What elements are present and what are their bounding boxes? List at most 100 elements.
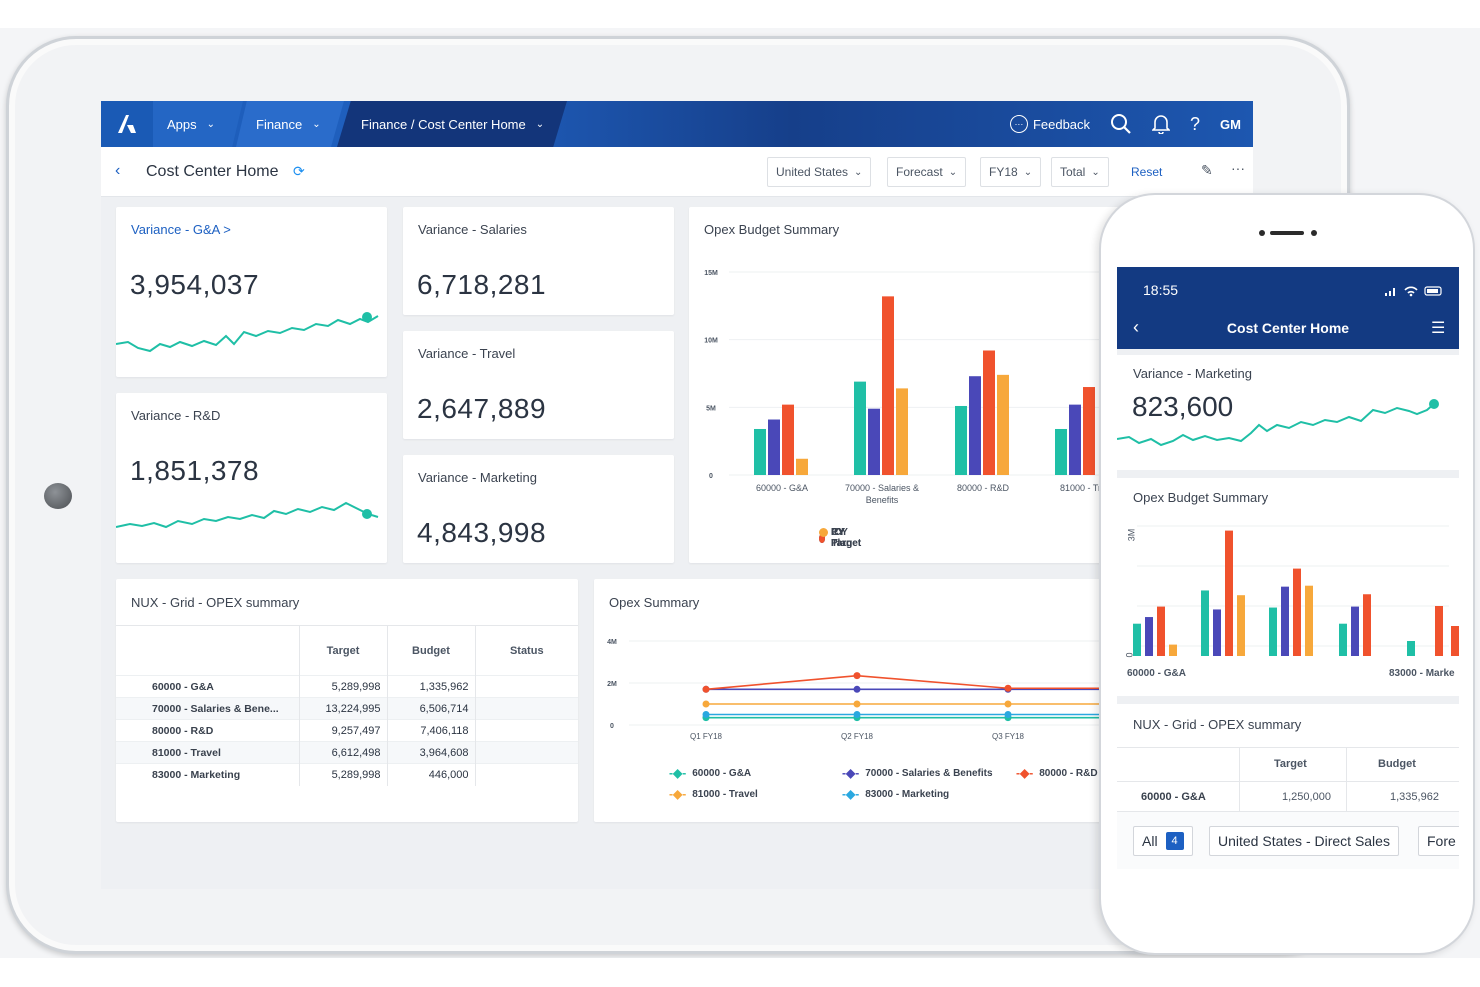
bar (1145, 617, 1153, 656)
legend-item[interactable]: -◆- 60000 - G&A (669, 766, 751, 780)
user-avatar[interactable]: GM (1220, 117, 1241, 132)
grid-header-target[interactable]: Target (1274, 758, 1307, 770)
filter-total-label: Total (1060, 165, 1086, 179)
filter-chip-bar: All 4 United States - Direct Sales Fore (1117, 811, 1459, 869)
status-icons (1385, 286, 1442, 297)
x-tick-label: Q3 FY18 (992, 732, 1025, 741)
bar (882, 296, 894, 475)
y-tick-label: 4M (607, 639, 617, 646)
legend-item[interactable]: -◆- 83000 - Marketing (842, 787, 949, 801)
filter-total[interactable]: Total ⌄ (1051, 157, 1109, 187)
opex-grid-table: Target Budget Status 60000 - G&A 5,289,99… (116, 625, 578, 786)
help-label: ? (1190, 113, 1201, 134)
legend-label: CY Target (831, 527, 862, 549)
legend-item[interactable]: -◆- 70000 - Salaries & Benefits (842, 766, 993, 780)
legend-item[interactable]: CY (819, 527, 848, 538)
data-point (853, 672, 861, 680)
filter-country[interactable]: United States ⌄ (767, 157, 872, 187)
y-tick-label: 2M (607, 681, 617, 688)
hamburger-menu-icon[interactable]: ☰ (1431, 320, 1446, 337)
tablet-screen: Apps ⌄ Finance ⌄ Finance / Cost Center Hom… (101, 101, 1253, 889)
chip-all[interactable]: All 4 (1133, 826, 1193, 856)
feedback-button[interactable]: ··· Feedback (1009, 115, 1090, 133)
table-row[interactable]: 80000 - R&D 9,257,497 7,406,118 (116, 719, 578, 742)
app-logo-icon[interactable] (101, 101, 153, 147)
bar (1201, 590, 1209, 656)
kpi-value: 4,843,998 (417, 517, 547, 548)
grid-header-budget[interactable]: Budget (1378, 758, 1416, 770)
grid-header-target[interactable]: Target (299, 625, 388, 676)
bar (1351, 606, 1359, 656)
legend-item[interactable]: -◆- 81000 - Travel (669, 787, 758, 801)
x-tick-label: 60000 - G&A (1127, 668, 1186, 679)
bar (1435, 606, 1443, 656)
grid-header-status[interactable]: Status (475, 625, 578, 676)
count-badge: 4 (1165, 832, 1184, 850)
phone-kpi-card[interactable]: Variance - Marketing 823,600 (1117, 355, 1459, 470)
kpi-card-rd[interactable]: Variance - R&D 1,851,378 (116, 393, 387, 563)
legend-item[interactable]: CY Target (819, 527, 864, 549)
back-arrow-icon[interactable]: ‹ (1133, 317, 1139, 337)
row-status (475, 719, 578, 742)
kpi-value: 2,647,889 (417, 393, 547, 424)
phone-speaker (1270, 231, 1304, 235)
row-target: 5,289,998 (299, 763, 388, 786)
row-name: 70000 - Salaries & Bene... (116, 697, 300, 720)
bar (854, 381, 866, 475)
sparkline (116, 312, 379, 353)
legend-label: 81000 - Travel (692, 788, 758, 800)
legend-item[interactable]: -◆- 80000 - R&D (1016, 766, 1098, 780)
chip-region[interactable]: United States - Direct Sales (1209, 826, 1399, 856)
divider (1117, 781, 1459, 782)
nav-finance-menu[interactable]: Finance ⌄ (236, 101, 344, 147)
table-row[interactable]: 81000 - Travel 6,612,498 3,964,608 (116, 741, 578, 764)
data-point (1004, 711, 1012, 718)
filter-scenario[interactable]: Forecast ⌄ (887, 157, 967, 187)
bar-chart: 15M 10M 5M 0 60000 - G&A 70000 - Salaries & Be… (704, 270, 1253, 505)
nav-actions: ··· Feedback ? GM (1009, 101, 1253, 147)
kpi-title: Variance - Marketing (418, 470, 537, 485)
bar (983, 350, 995, 475)
back-arrow-icon[interactable]: ‹ (115, 162, 121, 179)
bar (955, 405, 967, 475)
pencil-icon[interactable]: ✎ (1201, 162, 1213, 178)
chart-title: Opex Summary (609, 595, 700, 610)
table-row[interactable]: 60000 - G&A 5,289,998 1,335,962 (116, 675, 578, 698)
help-button[interactable]: ? (1190, 114, 1200, 135)
chevron-down-icon: ⌄ (1023, 166, 1033, 178)
refresh-icon[interactable]: ⟳ (293, 163, 305, 179)
phone-screen: 18:55 ‹ Cost Center Home ☰ Variance - Ma… (1117, 267, 1459, 869)
notifications-button[interactable] (1152, 114, 1171, 134)
table-row[interactable]: 83000 - Marketing 5,289,998 446,000 (116, 763, 578, 786)
row-target: 9,257,497 (299, 719, 388, 742)
data-point (853, 711, 861, 718)
search-button[interactable] (1110, 113, 1132, 135)
row-budget: 3,964,608 (387, 741, 476, 764)
bar (1305, 585, 1313, 656)
filter-country-label: United States (776, 165, 849, 179)
kpi-card-marketing[interactable]: Variance - Marketing 4,843,998 (403, 455, 674, 563)
kpi-card-ga[interactable]: Variance - G&A > 3,954,037 (116, 207, 387, 377)
table-row[interactable]: 70000 - Salaries & Bene... 13,224,995 6,50… (116, 697, 578, 720)
row-budget: 7,406,118 (387, 719, 476, 742)
legend-swatch: -◆- (669, 766, 687, 780)
more-options-button[interactable]: ··· (1231, 160, 1245, 176)
nav-breadcrumb-menu[interactable]: Finance / Cost Center Home ⌄ (337, 101, 567, 147)
status-time: 18:55 (1143, 282, 1179, 298)
chip-forecast[interactable]: Fore (1418, 826, 1459, 856)
kpi-card-travel[interactable]: Variance - Travel 2,647,889 (403, 331, 674, 439)
kpi-title: Variance - Salaries (418, 222, 527, 237)
nav-apps-menu[interactable]: Apps ⌄ (153, 101, 243, 147)
chevron-down-icon: ⌄ (1091, 166, 1100, 178)
filter-year[interactable]: FY18 ⌄ (980, 157, 1042, 187)
grid-header-budget[interactable]: Budget (387, 625, 476, 676)
reset-button[interactable]: Reset (1131, 165, 1163, 179)
kpi-title[interactable]: Variance - G&A > (131, 222, 231, 237)
row-target: 6,612,498 (299, 741, 388, 764)
legend-swatch (819, 528, 828, 537)
bar (782, 404, 794, 475)
nav-apps-label: Apps (167, 116, 197, 132)
sparkline (116, 501, 379, 529)
kpi-card-salaries[interactable]: Variance - Salaries 6,718,281 (403, 207, 674, 315)
chevron-down-icon: ⌄ (854, 166, 863, 178)
